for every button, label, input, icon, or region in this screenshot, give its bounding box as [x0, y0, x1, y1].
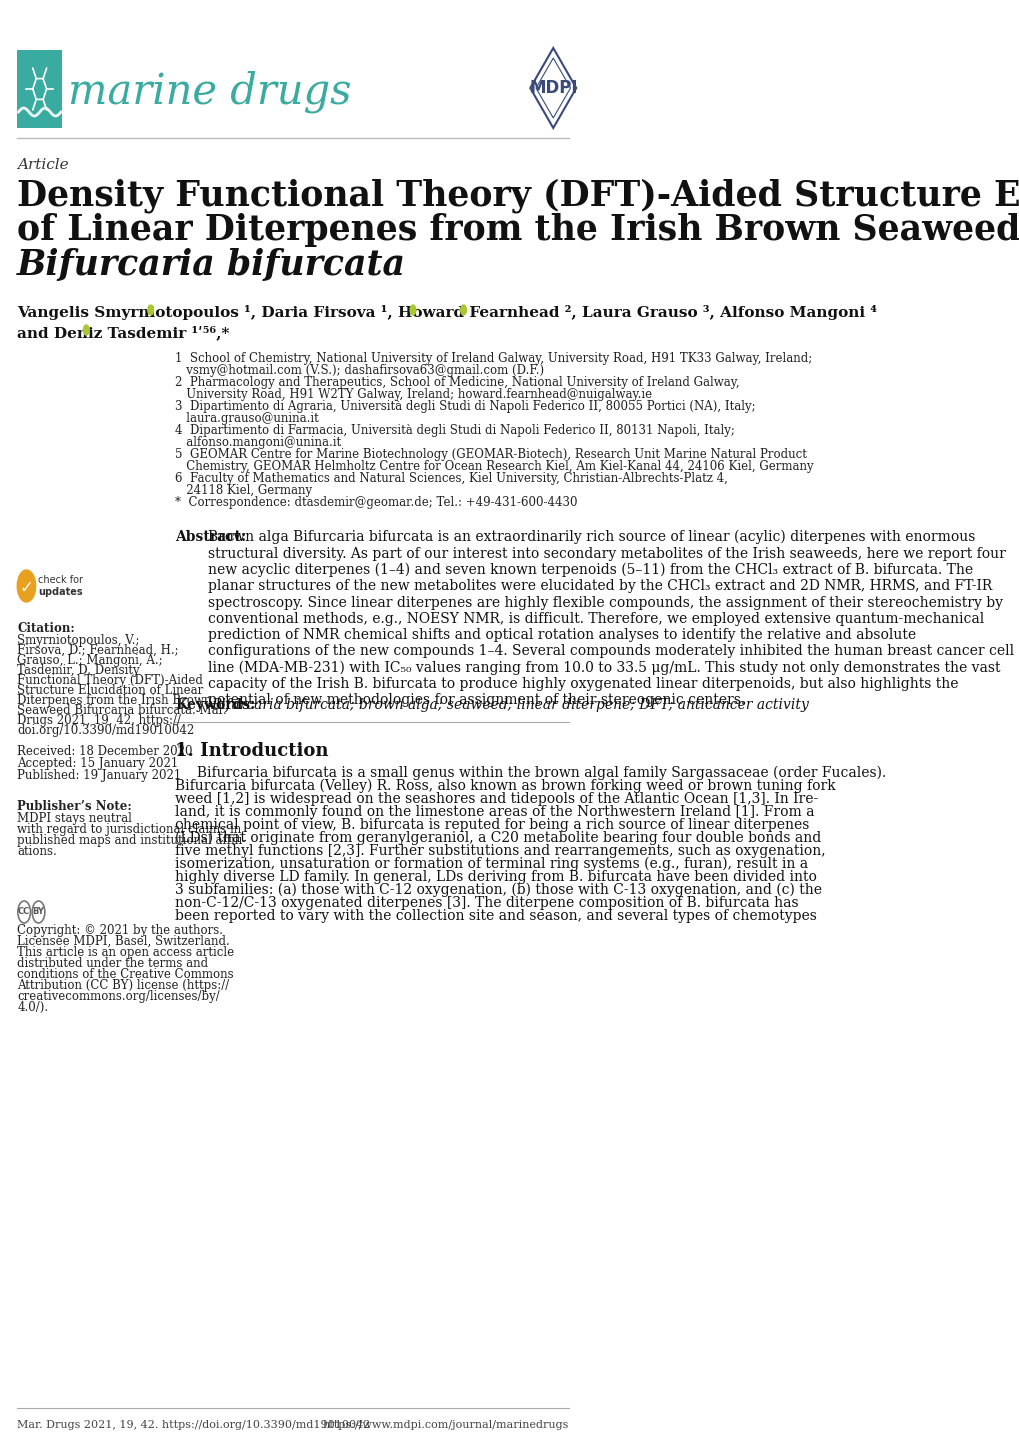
- Text: marine drugs: marine drugs: [68, 71, 351, 114]
- Text: conditions of the Creative Commons: conditions of the Creative Commons: [17, 968, 233, 981]
- Text: with regard to jurisdictional claims in: with regard to jurisdictional claims in: [17, 823, 242, 836]
- Text: Structure Elucidation of Linear: Structure Elucidation of Linear: [17, 684, 204, 696]
- Text: Keywords:: Keywords:: [175, 698, 256, 712]
- Text: doi.org/10.3390/md19010042: doi.org/10.3390/md19010042: [17, 724, 195, 737]
- Circle shape: [461, 306, 466, 314]
- Text: creativecommons.org/licenses/by/: creativecommons.org/licenses/by/: [17, 991, 220, 1004]
- Text: land, it is commonly found on the limestone areas of the Northwestern Ireland [1: land, it is commonly found on the limest…: [175, 805, 814, 819]
- Text: https://www.mdpi.com/journal/marinedrugs: https://www.mdpi.com/journal/marinedrugs: [323, 1420, 569, 1430]
- Text: Seaweed Bifurcaria bifurcata. Mar.: Seaweed Bifurcaria bifurcata. Mar.: [17, 704, 227, 717]
- Text: *  Correspondence: dtasdemir@geomar.de; Tel.: +49-431-600-4430: * Correspondence: dtasdemir@geomar.de; T…: [175, 496, 578, 509]
- Text: Citation:: Citation:: [17, 622, 75, 634]
- Bar: [17, 50, 62, 128]
- Text: Published: 19 January 2021: Published: 19 January 2021: [17, 769, 181, 782]
- Text: Diterpenes from the Irish Brown: Diterpenes from the Irish Brown: [17, 694, 211, 707]
- Text: 1  School of Chemistry, National University of Ireland Galway, University Road, : 1 School of Chemistry, National Universi…: [175, 352, 812, 365]
- Text: Grauso, L.; Mangoni, A.;: Grauso, L.; Mangoni, A.;: [17, 655, 163, 668]
- Text: Smyrniotopoulos, V.;: Smyrniotopoulos, V.;: [17, 634, 140, 647]
- Text: MDPI stays neutral: MDPI stays neutral: [17, 812, 132, 825]
- Text: MDPI: MDPI: [529, 79, 577, 97]
- Text: distributed under the terms and: distributed under the terms and: [17, 957, 208, 970]
- Text: ations.: ations.: [17, 845, 57, 858]
- Circle shape: [148, 306, 154, 314]
- Text: BY: BY: [33, 907, 45, 917]
- Circle shape: [17, 570, 36, 601]
- Text: isomerization, unsaturation or formation of terminal ring systems (e.g., furan),: isomerization, unsaturation or formation…: [175, 857, 808, 871]
- Text: Abstract:: Abstract:: [175, 531, 247, 544]
- Text: vsmy@hotmail.com (V.S.); dashafirsova63@gmail.com (D.F.): vsmy@hotmail.com (V.S.); dashafirsova63@…: [175, 363, 544, 376]
- Text: Vangelis Smyrniotopoulos ¹, Daria Firsova ¹, Howard Fearnhead ², Laura Grauso ³,: Vangelis Smyrniotopoulos ¹, Daria Firsov…: [17, 306, 876, 320]
- Text: Tasdemir, D. Density: Tasdemir, D. Density: [17, 663, 140, 676]
- Text: Firsova, D.; Fearnhead, H.;: Firsova, D.; Fearnhead, H.;: [17, 645, 178, 658]
- Text: Bifurcaria bifurcata (Velley) R. Ross, also known as brown forking weed or brown: Bifurcaria bifurcata (Velley) R. Ross, a…: [175, 779, 836, 793]
- Text: 3  Dipartimento di Agraria, Università degli Studi di Napoli Federico II, 80055 : 3 Dipartimento di Agraria, Università de…: [175, 399, 755, 412]
- Text: Bifurcaria bifurcata is a small genus within the brown algal family Sargassaceae: Bifurcaria bifurcata is a small genus wi…: [175, 766, 886, 780]
- Text: of Linear Diterpenes from the Irish Brown Seaweed: of Linear Diterpenes from the Irish Brow…: [17, 213, 1019, 247]
- Text: 1. Introduction: 1. Introduction: [175, 743, 328, 760]
- Text: and Deniz Tasdemir ¹ʹ⁵⁶,*: and Deniz Tasdemir ¹ʹ⁵⁶,*: [17, 324, 229, 340]
- Circle shape: [410, 306, 416, 314]
- Text: been reported to vary with the collection site and season, and several types of : been reported to vary with the collectio…: [175, 908, 816, 923]
- Text: 3 subfamilies: (a) those with C-12 oxygenation, (b) those with C-13 oxygenation,: 3 subfamilies: (a) those with C-12 oxyge…: [175, 883, 821, 897]
- Text: 6  Faculty of Mathematics and Natural Sciences, Kiel University, Christian-Albre: 6 Faculty of Mathematics and Natural Sci…: [175, 472, 728, 485]
- Text: Attribution (CC BY) license (https://: Attribution (CC BY) license (https://: [17, 979, 229, 992]
- Text: Functional Theory (DFT)-Aided: Functional Theory (DFT)-Aided: [17, 673, 203, 686]
- Text: 5  GEOMAR Centre for Marine Biotechnology (GEOMAR-Biotech), Research Unit Marine: 5 GEOMAR Centre for Marine Biotechnology…: [175, 448, 806, 461]
- Circle shape: [17, 901, 31, 923]
- Text: highly diverse LD family. In general, LDs deriving from B. bifurcata have been d: highly diverse LD family. In general, LD…: [175, 870, 816, 884]
- Text: ✓: ✓: [19, 580, 34, 597]
- Text: published maps and institutional affili-: published maps and institutional affili-: [17, 833, 247, 846]
- Text: Density Functional Theory (DFT)-Aided Structure Elucidation: Density Functional Theory (DFT)-Aided St…: [17, 177, 1019, 212]
- Text: Received: 18 December 2020: Received: 18 December 2020: [17, 746, 193, 758]
- Text: University Road, H91 W2TY Galway, Ireland; howard.fearnhead@nuigalway.ie: University Road, H91 W2TY Galway, Irelan…: [175, 388, 652, 401]
- Text: Licensee MDPI, Basel, Switzerland.: Licensee MDPI, Basel, Switzerland.: [17, 934, 229, 947]
- Text: Mar. Drugs 2021, 19, 42. https://doi.org/10.3390/md19010042: Mar. Drugs 2021, 19, 42. https://doi.org…: [17, 1420, 370, 1430]
- Text: 4  Dipartimento di Farmacia, Università degli Studi di Napoli Federico II, 80131: 4 Dipartimento di Farmacia, Università d…: [175, 424, 735, 437]
- Text: alfonso.mangoni@unina.it: alfonso.mangoni@unina.it: [175, 435, 341, 448]
- Text: Accepted: 15 January 2021: Accepted: 15 January 2021: [17, 757, 178, 770]
- Text: chemical point of view, B. bifurcata is reputed for being a rich source of linea: chemical point of view, B. bifurcata is …: [175, 818, 809, 832]
- Text: Publisher’s Note:: Publisher’s Note:: [17, 800, 131, 813]
- Text: CC: CC: [18, 907, 31, 917]
- Text: laura.grauso@unina.it: laura.grauso@unina.it: [175, 412, 319, 425]
- Text: updates: updates: [38, 587, 83, 597]
- Text: Chemistry, GEOMAR Helmholtz Centre for Ocean Research Kiel, Am Kiel-Kanal 44, 24: Chemistry, GEOMAR Helmholtz Centre for O…: [175, 460, 813, 473]
- Text: Bifurcaria bifurcata: Bifurcaria bifurcata: [17, 248, 406, 283]
- Text: Bifurcaria bifurcata; brown alga; seaweed; linear diterpene; DFT; anticancer act: Bifurcaria bifurcata; brown alga; seawee…: [211, 698, 809, 712]
- Text: weed [1,2] is widespread on the seashores and tidepools of the Atlantic Ocean [1: weed [1,2] is widespread on the seashore…: [175, 792, 818, 806]
- Text: five methyl functions [2,3]. Further substitutions and rearrangements, such as o: five methyl functions [2,3]. Further sub…: [175, 844, 825, 858]
- Text: 24118 Kiel, Germany: 24118 Kiel, Germany: [175, 485, 312, 497]
- Text: This article is an open access article: This article is an open access article: [17, 946, 234, 959]
- Text: non-C-12/C-13 oxygenated diterpenes [3]. The diterpene composition of B. bifurca: non-C-12/C-13 oxygenated diterpenes [3].…: [175, 895, 798, 910]
- Text: Copyright: © 2021 by the authors.: Copyright: © 2021 by the authors.: [17, 924, 223, 937]
- Text: 2  Pharmacology and Therapeutics, School of Medicine, National University of Ire: 2 Pharmacology and Therapeutics, School …: [175, 376, 740, 389]
- Text: Brown alga Bifurcaria bifurcata is an extraordinarily rich source of linear (acy: Brown alga Bifurcaria bifurcata is an ex…: [208, 531, 1013, 708]
- Circle shape: [33, 901, 45, 923]
- Text: check for: check for: [38, 575, 83, 585]
- Text: 4.0/).: 4.0/).: [17, 1001, 48, 1014]
- Text: (LDs) that originate from geranylgeraniol, a C20 metabolite bearing four double : (LDs) that originate from geranylgeranio…: [175, 831, 821, 845]
- Text: Article: Article: [17, 159, 69, 172]
- Text: Drugs 2021, 19, 42. https://: Drugs 2021, 19, 42. https://: [17, 714, 181, 727]
- Circle shape: [84, 324, 89, 335]
